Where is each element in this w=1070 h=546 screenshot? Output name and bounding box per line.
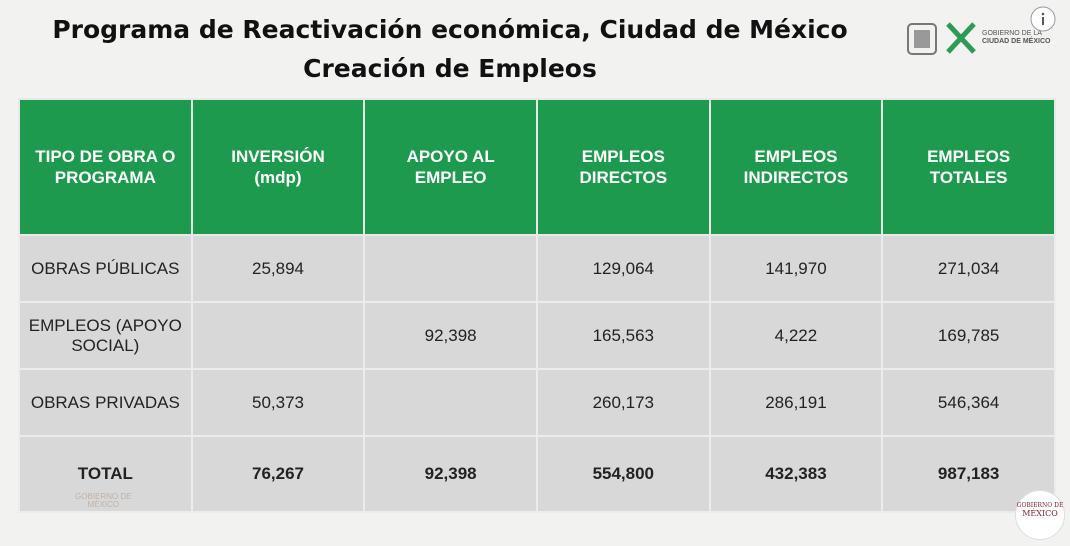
cell-text: 286,191 <box>765 392 827 412</box>
cell-text: OBRAS PÚBLICAS <box>31 258 180 278</box>
header-line: PROGRAMA <box>54 168 156 187</box>
table-cell: OBRAS PÚBLICAS <box>18 234 193 303</box>
cell-text: 546,364 <box>937 392 1000 412</box>
table-row: TOTAL 76,267 92,398 554,800 432,383 987,183 <box>18 435 1056 513</box>
table-cell: 546,364 <box>881 368 1056 437</box>
cell-text: 92,398 <box>424 464 477 483</box>
column-header: APOYO AL EMPLEO <box>363 98 538 236</box>
table-cell: 92,398 <box>363 435 538 513</box>
header-row: TIPO DE OBRA O PROGRAMA INVERSIÓN (mdp) APOY… <box>18 98 1056 236</box>
table-cell: 260,173 <box>535 368 711 437</box>
table-cell: 286,191 <box>708 368 884 437</box>
table-cell <box>363 234 538 303</box>
column-header: TIPO DE OBRA O PROGRAMA <box>18 98 193 236</box>
cell-text: 554,800 <box>592 464 655 483</box>
table: TIPO DE OBRA O PROGRAMA INVERSIÓN (mdp) APOY… <box>18 98 1056 513</box>
cell-text: 4,222 <box>774 325 818 345</box>
header-line: EMPLEOS <box>927 147 1011 166</box>
logo-line: CIUDAD DE MÉXICO <box>982 38 1051 45</box>
cdmx-logo-text: GOBIERNO DE LA CIUDAD DE MÉXICO <box>982 30 1050 46</box>
cell-text: OBRAS PRIVADAS <box>30 392 180 412</box>
cell-text: 169,785 <box>937 325 1000 345</box>
cell-text: 271,034 <box>937 258 1000 278</box>
cell-text: 432,383 <box>765 464 827 483</box>
table-cell: 50,373 <box>190 368 366 437</box>
table-cell: 129,064 <box>535 234 711 303</box>
column-header: EMPLEOS DIRECTOS <box>535 98 711 236</box>
cell-text: 141,970 <box>765 258 827 278</box>
cell-text: 165,563 <box>592 325 655 345</box>
table-cell: 169,785 <box>881 301 1056 370</box>
table-cell: 141,970 <box>708 234 884 303</box>
table-cell: TOTAL <box>18 435 193 513</box>
column-header: EMPLEOS TOTALES <box>881 98 1056 236</box>
logo-line: GOBIERNO DE <box>1016 502 1064 509</box>
table-row: EMPLEOS (APOYO SOCIAL) 92,398 165,563 4,222… <box>18 301 1056 370</box>
logo-line: GOBIERNO DE LA <box>982 30 1042 37</box>
cdmx-logo <box>946 22 976 54</box>
table-row: OBRAS PRIVADAS 50,373 260,173 286,191 546,36… <box>18 368 1056 437</box>
table-cell: 25,894 <box>190 234 366 303</box>
header-line: TOTALES <box>929 168 1008 187</box>
table-cell <box>363 368 538 437</box>
subtitle: Creación de Empleos <box>303 54 597 83</box>
federal-logo: GOBIERNO DE MÉXICO <box>1015 490 1065 540</box>
column-header: EMPLEOS INDIRECTOS <box>708 98 884 236</box>
column-header: INVERSIÓN (mdp) <box>190 98 366 236</box>
header-line: DIRECTOS <box>579 168 668 187</box>
cell-text: TOTAL <box>77 464 133 483</box>
logo-line: MÉXICO <box>1022 509 1058 518</box>
table-cell: OBRAS PRIVADAS <box>18 368 193 437</box>
logo-line: MÉXICO <box>87 500 119 509</box>
cell-text: 987,183 <box>937 464 1000 483</box>
cell-text: 129,064 <box>592 258 655 278</box>
header-line: INDIRECTOS <box>743 168 849 187</box>
title: Programa de Reactivación económica, Ciud… <box>52 15 848 44</box>
header-line: EMPLEOS <box>754 147 838 166</box>
cdmx-shield <box>907 23 937 55</box>
cell-text: 92,398 <box>424 325 477 345</box>
table-cell: 165,563 <box>535 301 711 370</box>
table-row: OBRAS PÚBLICAS 25,894 129,064 141,970 271,03… <box>18 234 1056 303</box>
header-line: (mdp) <box>254 168 302 187</box>
info-button[interactable] <box>1030 6 1056 32</box>
table-cell: 92,398 <box>363 301 538 370</box>
header-line: TIPO DE OBRA O <box>35 147 176 166</box>
table-cell: 271,034 <box>881 234 1056 303</box>
table-cell: 554,800 <box>535 435 711 513</box>
logo-line: GOBIERNO DE <box>75 492 132 501</box>
table-cell: 4,222 <box>708 301 884 370</box>
table-cell: EMPLEOS (APOYO SOCIAL) <box>18 301 193 370</box>
header-line: INVERSIÓN <box>231 147 325 166</box>
cell-text: 25,894 <box>251 258 304 278</box>
header-line: EMPLEO <box>414 168 487 187</box>
table-cell <box>190 301 366 370</box>
table-body: OBRAS PÚBLICAS 25,894 129,064 141,970 271,03… <box>18 234 1056 513</box>
header-line: APOYO AL <box>406 147 495 166</box>
table-cell: 432,383 <box>708 435 884 513</box>
header-line: EMPLEOS <box>581 147 665 166</box>
cell-text: 50,373 <box>251 392 304 412</box>
watermark: GOBIERNO DE MÉXICO <box>75 493 131 509</box>
table-cell: 76,267 <box>190 435 366 513</box>
cell-text: EMPLEOS (APOYO SOCIAL) <box>28 315 182 355</box>
cell-text: 260,173 <box>592 392 655 412</box>
cell-text: 76,267 <box>251 464 304 483</box>
